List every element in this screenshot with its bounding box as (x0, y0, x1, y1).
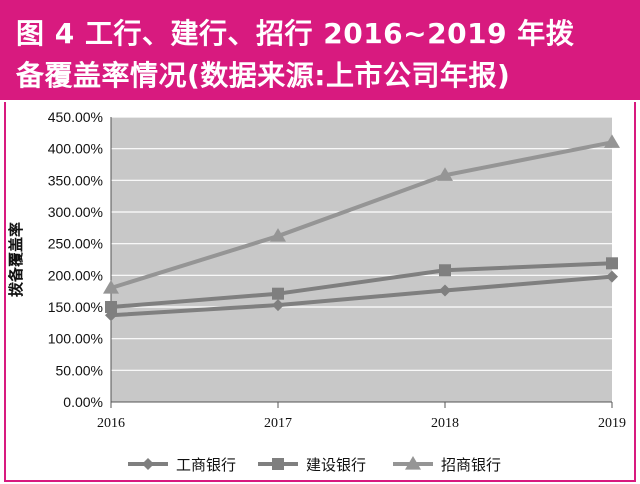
legend-marker (405, 456, 421, 470)
series-line-2 (110, 261, 613, 309)
data-point (439, 284, 451, 297)
figure-title-line2: 备覆盖率情况(数据来源:上市公司年报) (16, 59, 511, 92)
title-banner: 图 4 工行、建行、招行 2016~2019 年拨 备覆盖率情况(数据来源:上市… (0, 0, 640, 100)
data-point (606, 257, 618, 270)
data-point (437, 167, 453, 181)
data-point (606, 270, 618, 283)
data-point (272, 287, 284, 300)
y-tick-label: 100.00% (48, 331, 103, 347)
legend-label: 工商银行 (176, 456, 236, 474)
y-tick-label: 200.00% (48, 267, 103, 283)
y-tick-label: 250.00% (48, 236, 103, 252)
legend-label: 招商银行 (441, 456, 501, 474)
x-tick-label: 2018 (431, 416, 459, 431)
data-point (103, 280, 119, 294)
data-point (270, 228, 286, 242)
series-line-3 (110, 140, 613, 290)
x-tick-label: 2019 (598, 416, 626, 431)
legend-marker (272, 458, 284, 470)
data-point (272, 299, 284, 312)
y-axis-label: 拨备覆盖率 (7, 222, 25, 297)
legend-marker (142, 458, 154, 470)
data-point (439, 264, 451, 277)
series-line-1 (110, 274, 613, 318)
x-tick-label: 2017 (264, 416, 292, 431)
plot-area (111, 117, 612, 402)
y-tick-label: 350.00% (48, 172, 103, 188)
y-tick-label: 450.00% (48, 109, 103, 125)
y-tick-label: 300.00% (48, 204, 103, 220)
figure-title-line1: 图 4 工行、建行、招行 2016~2019 年拨 (16, 17, 575, 50)
y-tick-label: 400.00% (48, 141, 103, 157)
data-point (105, 301, 117, 313)
data-point (604, 134, 620, 148)
x-tick-label: 2016 (97, 416, 125, 431)
y-tick-label: 50.00% (56, 362, 103, 378)
y-tick-label: 150.00% (48, 299, 103, 315)
y-tick-label: 0.00% (63, 394, 103, 410)
legend-label: 建设银行 (306, 456, 366, 474)
